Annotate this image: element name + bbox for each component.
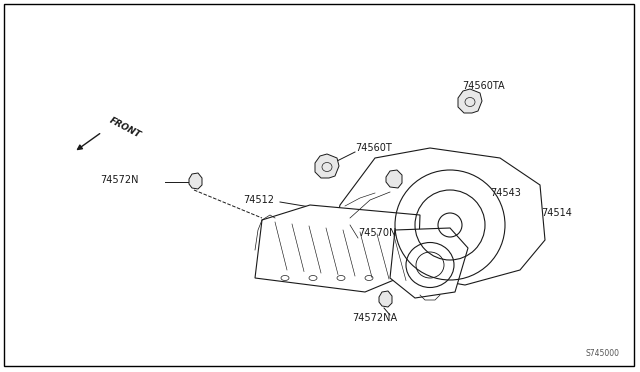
Text: FRONT: FRONT xyxy=(108,116,143,140)
Text: 74572NA: 74572NA xyxy=(352,313,397,323)
Text: 74543: 74543 xyxy=(490,188,521,198)
Polygon shape xyxy=(189,173,202,189)
Text: 74560T: 74560T xyxy=(355,143,392,153)
Text: 74570N: 74570N xyxy=(358,228,396,238)
Polygon shape xyxy=(255,205,420,292)
Polygon shape xyxy=(315,154,339,178)
Polygon shape xyxy=(379,291,392,307)
Text: 74572N: 74572N xyxy=(100,175,138,185)
Text: 74514: 74514 xyxy=(541,208,572,218)
Polygon shape xyxy=(330,148,545,285)
Text: 74512: 74512 xyxy=(243,195,274,205)
Polygon shape xyxy=(386,170,402,188)
Text: 74560TA: 74560TA xyxy=(462,81,504,91)
Polygon shape xyxy=(458,89,482,113)
Polygon shape xyxy=(390,228,468,298)
Text: S745000: S745000 xyxy=(586,349,620,358)
